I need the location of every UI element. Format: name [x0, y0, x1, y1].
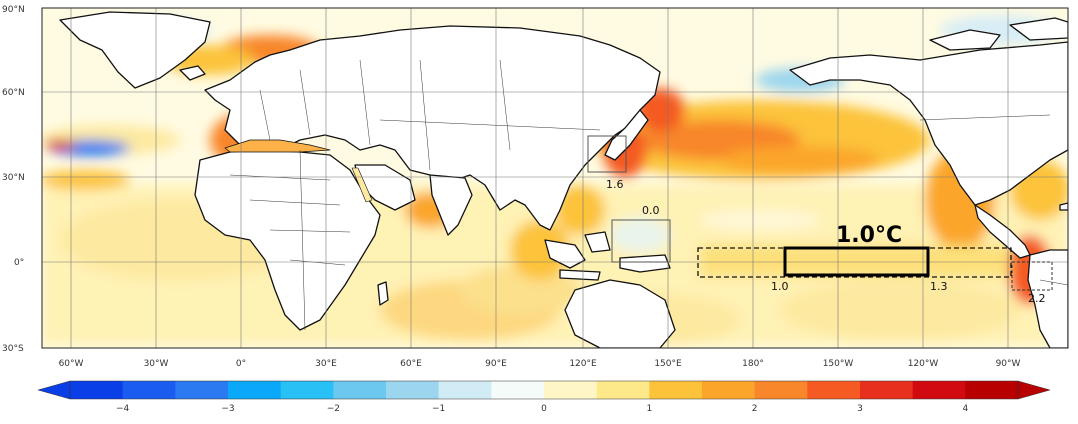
- lat-tick: 90°N: [2, 5, 25, 15]
- colorbar-tick: 0: [541, 404, 547, 414]
- nino-west-label: 1.0: [771, 280, 789, 293]
- colorbar-segment: [649, 381, 703, 399]
- colorbar-segment: [807, 381, 861, 399]
- lon-tick: 150°E: [654, 359, 682, 369]
- lat-tick: 30°N: [2, 173, 25, 183]
- colorbar-segment: [596, 381, 650, 399]
- peru-box: [1011, 261, 1053, 291]
- colorbar-tick: 4: [962, 404, 968, 414]
- japan-sea-label: 1.6: [606, 178, 624, 191]
- colorbar-segment: [491, 381, 545, 399]
- nino-east-label: 1.3: [930, 280, 948, 293]
- lat-tick: 30°S: [2, 344, 24, 354]
- colorbar-segment: [386, 381, 440, 399]
- lon-tick: 120°W: [908, 359, 939, 369]
- lon-tick: 90°W: [996, 359, 1021, 369]
- colorbar-segment: [438, 381, 492, 399]
- colorbar-segment: [175, 381, 229, 399]
- colorbar-arrow-low: [37, 380, 71, 400]
- lon-tick: 60°W: [59, 359, 84, 369]
- colorbar-tick: −2: [327, 404, 340, 414]
- lon-tick: 120°E: [569, 359, 597, 369]
- colorbar-segment: [912, 381, 966, 399]
- colorbar-tick: 1: [646, 404, 652, 414]
- lat-tick-labels: 90°N 60°N 30°N 0° 30°S: [2, 5, 25, 354]
- japan-sea-box: [587, 135, 627, 173]
- map-frame: [41, 7, 1069, 349]
- colorbar-segment: [333, 381, 387, 399]
- colorbar-segment: [70, 381, 124, 399]
- colorbar-segment: [228, 381, 282, 399]
- colorbar-tick: −4: [116, 404, 130, 414]
- nino34-title: 1.0°C: [836, 223, 902, 248]
- lon-tick: 180°: [742, 359, 764, 369]
- colorbar-segment: [754, 381, 808, 399]
- lon-tick: 30°E: [315, 359, 337, 369]
- nino34-box: [783, 246, 930, 277]
- colorbar-arrow-high: [1017, 380, 1051, 400]
- region-boxes: [587, 135, 1053, 291]
- lon-tick-labels: 60°W 30°W 0° 30°E 60°E 90°E 120°E 150°E …: [59, 359, 1021, 369]
- peru-label: 2.2: [1028, 292, 1046, 305]
- colorbar-tick-labels: −4 −3 −2 −1 0 1 2 3 4: [116, 404, 968, 414]
- lat-tick: 60°N: [2, 88, 25, 98]
- colorbar-segment: [544, 381, 598, 399]
- colorbar-segment: [702, 381, 756, 399]
- west-pacific-label: 0.0: [642, 204, 660, 217]
- colorbar-tick: 3: [857, 404, 863, 414]
- colorbar-segment: [965, 381, 1019, 399]
- lon-tick: 90°E: [485, 359, 507, 369]
- colorbar-tick: 2: [752, 404, 758, 414]
- graticule: [42, 8, 1068, 348]
- lat-tick: 0°: [14, 258, 24, 268]
- colorbar: [37, 380, 1051, 400]
- west-pacific-box: [611, 219, 671, 263]
- colorbar-tick: −3: [221, 404, 234, 414]
- colorbar-frame: [69, 380, 1019, 400]
- colorbar-segment: [122, 381, 176, 399]
- lon-tick: 30°W: [144, 359, 169, 369]
- lon-tick: 150°W: [823, 359, 854, 369]
- colorbar-tick: −1: [432, 404, 445, 414]
- colorbar-segment: [280, 381, 334, 399]
- map-area: [42, 8, 1068, 348]
- country-borders: [229, 59, 1068, 331]
- lon-tick: 0°: [236, 359, 246, 369]
- lon-tick: 60°E: [400, 359, 422, 369]
- colorbar-segment: [860, 381, 914, 399]
